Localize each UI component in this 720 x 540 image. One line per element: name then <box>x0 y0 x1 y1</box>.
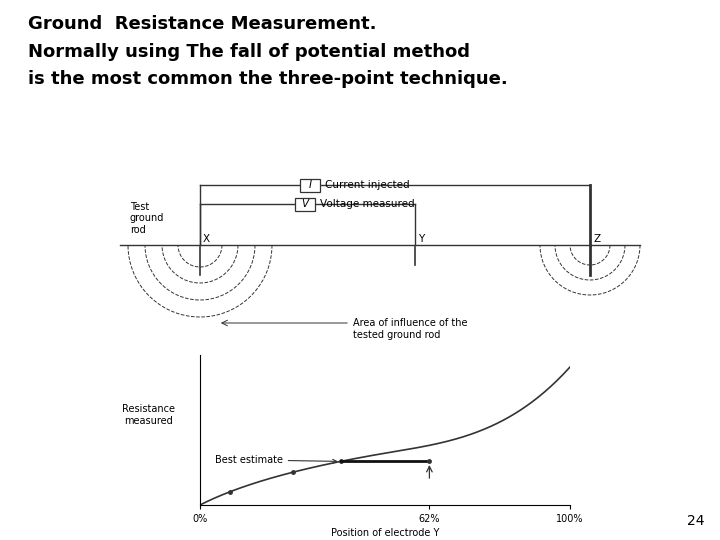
Text: is the most common the three-point technique.: is the most common the three-point techn… <box>28 70 508 88</box>
Text: Normally using The fall of potential method: Normally using The fall of potential met… <box>28 43 470 61</box>
Text: 24: 24 <box>688 514 705 528</box>
Text: Test
ground
rod: Test ground rod <box>130 202 164 235</box>
Text: Y: Y <box>418 234 424 244</box>
Text: Voltage measured: Voltage measured <box>320 199 415 209</box>
Bar <box>300 179 320 192</box>
Text: Best estimate: Best estimate <box>215 455 336 465</box>
Text: V: V <box>302 199 309 209</box>
Text: X: X <box>203 234 210 244</box>
Text: Ground  Resistance Measurement.: Ground Resistance Measurement. <box>28 15 377 33</box>
Bar <box>295 198 315 211</box>
Text: Current injected: Current injected <box>325 180 410 190</box>
Text: I: I <box>308 180 312 190</box>
Text: Z: Z <box>593 234 600 244</box>
Text: Area of influence of the
tested ground rod: Area of influence of the tested ground r… <box>353 318 467 340</box>
X-axis label: Position of electrode Y: Position of electrode Y <box>330 528 439 538</box>
Text: Resistance
measured: Resistance measured <box>122 404 175 426</box>
